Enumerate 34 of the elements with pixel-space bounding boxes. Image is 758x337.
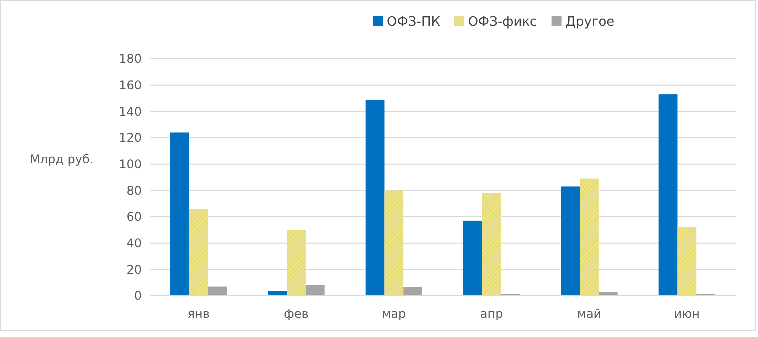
bar (580, 178, 599, 296)
legend-label: Другое (566, 15, 615, 30)
x-tick-label: мар (382, 307, 406, 321)
x-tick-label: фев (284, 307, 309, 321)
bar (482, 193, 502, 296)
y-tick-label: 60 (126, 210, 142, 224)
bar (306, 285, 325, 296)
x-tick-label: янв (188, 307, 210, 321)
bar (561, 186, 580, 296)
y-tick-label: 40 (126, 236, 142, 251)
y-tick-label: 140 (119, 104, 142, 119)
bar (208, 286, 228, 296)
y-tick-label: 120 (119, 131, 142, 146)
y-tick-label: 100 (119, 158, 142, 172)
y-tick-label: 160 (119, 78, 142, 93)
bar (678, 228, 697, 296)
bar (170, 132, 190, 296)
bar (464, 220, 482, 296)
y-tick-label: 180 (119, 52, 142, 66)
legend-label: ОФЗ-ПК (387, 15, 440, 30)
bar (658, 94, 678, 296)
y-axis-title: Млрд руб. (30, 152, 94, 166)
y-tick-label: 80 (126, 184, 142, 198)
y-tick-label: 20 (126, 262, 142, 277)
x-tick-label: май (577, 307, 602, 321)
y-tick-label: 0 (134, 289, 142, 304)
bar (404, 287, 422, 296)
bar (366, 100, 385, 296)
x-tick-label: июн (674, 307, 700, 321)
bar (384, 190, 404, 296)
bar (287, 230, 306, 296)
bar (189, 209, 208, 296)
legend-label: ОФЗ-фикс (468, 15, 538, 30)
x-tick-label: апр (480, 307, 504, 321)
